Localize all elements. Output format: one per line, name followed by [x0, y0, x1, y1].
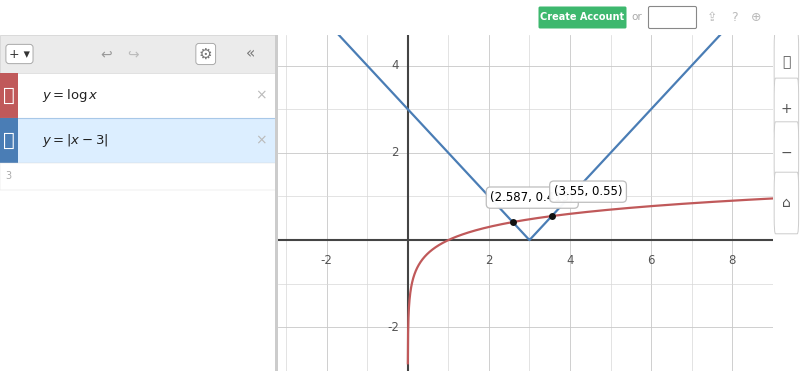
Text: (2.587, 0.413): (2.587, 0.413): [490, 191, 574, 204]
Text: ⚙: ⚙: [199, 46, 213, 62]
Text: -2: -2: [321, 253, 333, 266]
FancyBboxPatch shape: [0, 35, 278, 73]
FancyBboxPatch shape: [774, 172, 798, 234]
FancyBboxPatch shape: [538, 7, 626, 29]
Text: Ⓝ: Ⓝ: [3, 131, 14, 150]
Text: + ▾: + ▾: [9, 47, 30, 60]
Text: ×: ×: [255, 89, 267, 102]
FancyBboxPatch shape: [774, 78, 798, 140]
FancyBboxPatch shape: [0, 118, 278, 163]
Text: Untitled Graph: Untitled Graph: [28, 11, 120, 24]
Text: or: or: [632, 13, 642, 23]
Text: Sign In: Sign In: [656, 13, 690, 23]
FancyBboxPatch shape: [774, 122, 798, 183]
Text: $y = \log x$: $y = \log x$: [42, 87, 98, 104]
Text: 2: 2: [485, 253, 493, 266]
Text: (3.55, 0.55): (3.55, 0.55): [554, 185, 622, 198]
Text: ⌂: ⌂: [782, 196, 790, 210]
Text: 2: 2: [391, 146, 399, 159]
Text: ↪: ↪: [128, 47, 139, 61]
Text: ×: ×: [255, 134, 267, 148]
Text: −: −: [781, 145, 792, 160]
FancyBboxPatch shape: [275, 35, 278, 371]
Text: ↩: ↩: [100, 47, 111, 61]
FancyBboxPatch shape: [0, 73, 278, 118]
Text: 6: 6: [647, 253, 655, 266]
Text: Create Account: Create Account: [541, 13, 625, 23]
Text: 4: 4: [391, 59, 399, 72]
Text: 3: 3: [6, 171, 12, 181]
FancyBboxPatch shape: [0, 73, 18, 118]
FancyBboxPatch shape: [774, 31, 798, 93]
Text: ?: ?: [730, 11, 738, 24]
Text: 8: 8: [729, 253, 736, 266]
Text: ⊕: ⊕: [750, 11, 762, 24]
Text: 🔧: 🔧: [782, 55, 790, 69]
Text: Ⓝ: Ⓝ: [3, 86, 14, 105]
Text: «: «: [246, 46, 255, 62]
Text: 4: 4: [566, 253, 574, 266]
FancyBboxPatch shape: [0, 118, 18, 163]
FancyBboxPatch shape: [0, 163, 278, 190]
Text: desmos: desmos: [366, 9, 434, 26]
Text: +: +: [781, 102, 792, 116]
Text: ⇪: ⇪: [706, 11, 718, 24]
Text: $y = |x - 3|$: $y = |x - 3|$: [42, 132, 108, 149]
Text: -2: -2: [387, 321, 399, 334]
Text: ≡: ≡: [5, 9, 19, 26]
